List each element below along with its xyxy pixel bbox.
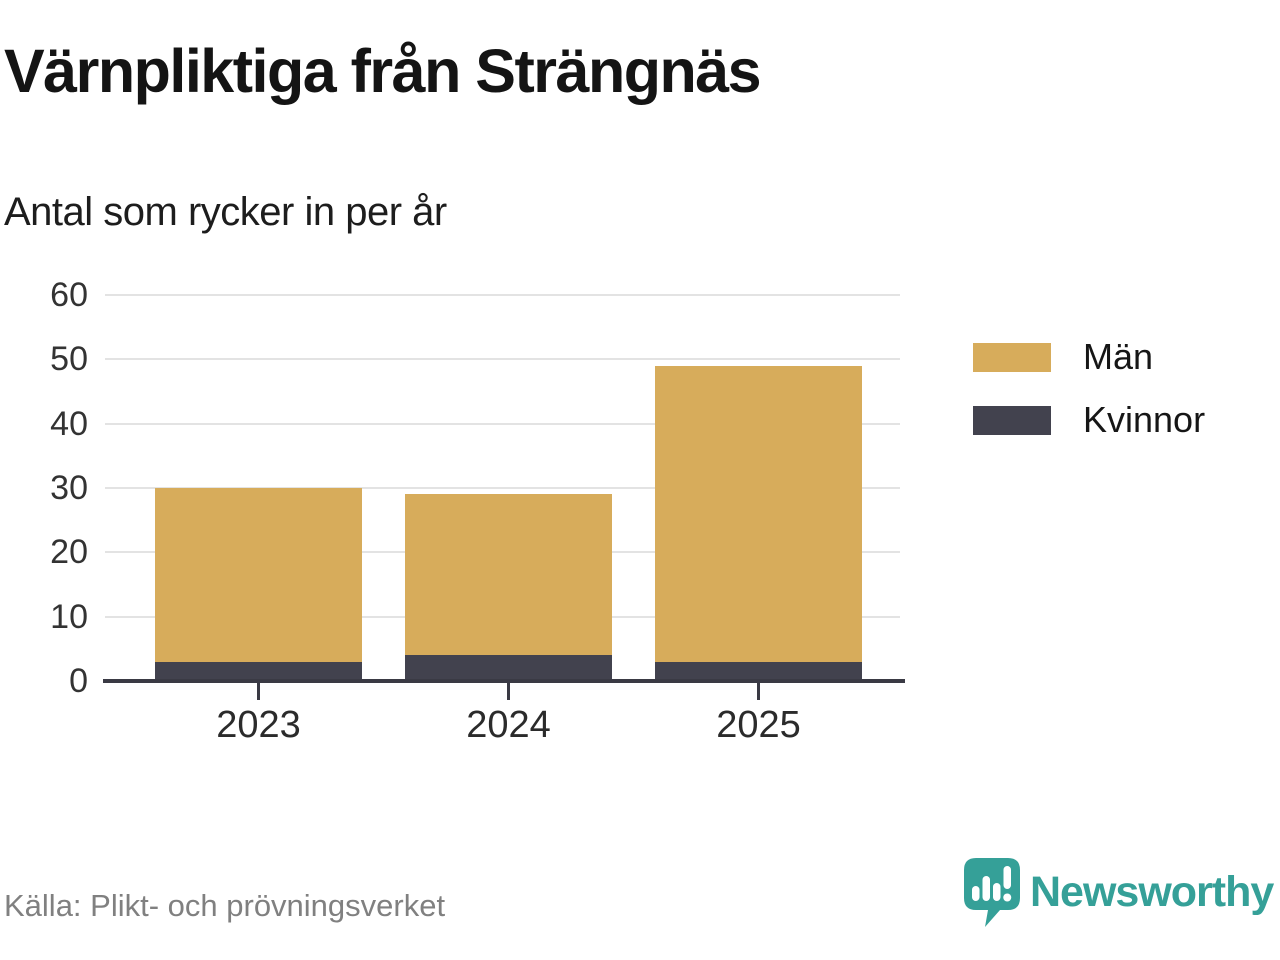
chart-title: Värnpliktiga från Strängnäs — [4, 37, 762, 105]
x-tick-label: 2025 — [716, 704, 801, 746]
bar-2025-män — [655, 365, 862, 662]
bar-2023-män — [155, 488, 362, 662]
x-tick-label: 2023 — [216, 704, 301, 746]
legend-swatch — [973, 342, 1051, 372]
y-tick-label: 10 — [50, 597, 88, 636]
x-tick — [507, 683, 510, 700]
x-tick-label: 2024 — [466, 704, 551, 746]
gridline-50 — [105, 358, 900, 361]
y-tick-label: 50 — [50, 340, 88, 379]
x-axis-line — [103, 679, 905, 683]
newsworthy-icon — [964, 858, 1020, 927]
brand-name: Newsworthy — [1030, 867, 1274, 916]
bar-2024-män — [405, 494, 612, 656]
legend-item-kvinnor: Kvinnor — [973, 399, 1205, 441]
chart-subtitle: Antal som rycker in per år — [4, 190, 447, 234]
bar-2025-kvinnor — [655, 661, 862, 681]
gridline-30 — [105, 487, 900, 489]
x-axis-ticks — [105, 683, 900, 703]
gridline-60 — [105, 294, 900, 296]
y-tick-label: 0 — [69, 662, 88, 700]
legend-item-män: Män — [973, 336, 1205, 378]
y-tick-label: 60 — [50, 276, 88, 314]
legend-swatch — [973, 405, 1051, 435]
bar-2023-kvinnor — [155, 661, 362, 681]
bar-2024-kvinnor — [405, 655, 612, 681]
x-tick — [757, 683, 760, 700]
y-tick-label: 30 — [50, 469, 88, 507]
brand-logo: Newsworthy — [962, 856, 1274, 928]
legend: Män Kvinnor — [973, 336, 1205, 441]
y-axis-labels: 0 10 20 30 40 50 60 — [0, 276, 88, 700]
y-tick-label: 40 — [50, 404, 88, 443]
y-tick-label: 20 — [50, 533, 88, 572]
gridline-40 — [105, 422, 900, 425]
legend-label: Män — [1083, 336, 1154, 377]
legend-label: Kvinnor — [1083, 399, 1206, 440]
source-note: Källa: Plikt- och prövningsverket — [4, 888, 446, 923]
x-tick — [257, 683, 260, 700]
plot-area — [105, 294, 900, 681]
